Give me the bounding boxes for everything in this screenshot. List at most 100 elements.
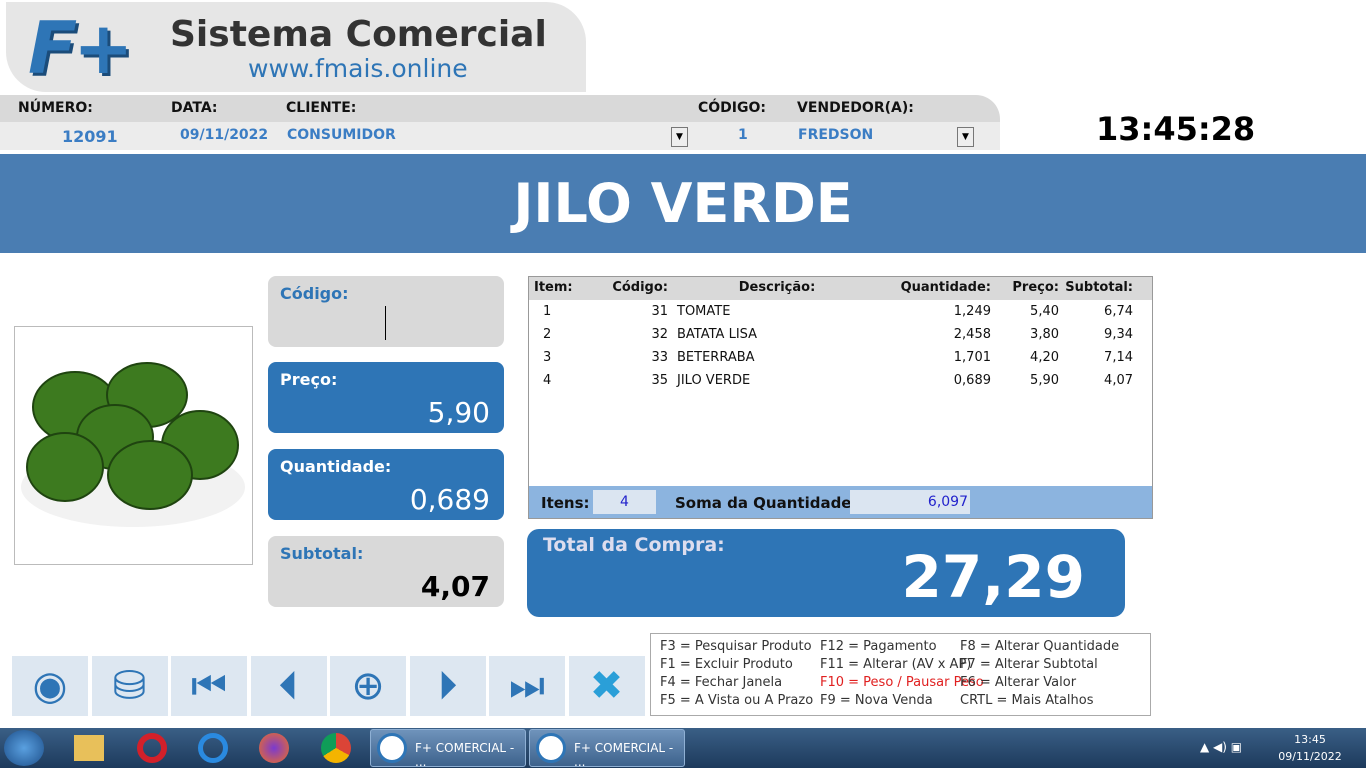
cursor	[385, 306, 386, 340]
table-cell: 1,249	[953, 304, 991, 319]
header-values-bar	[0, 122, 1000, 150]
header-label: CLIENTE:	[286, 100, 357, 116]
seller-dropdown[interactable]: ▼	[957, 127, 974, 147]
taskbar-window[interactable]: F+ COMERCIAL - ...	[370, 729, 526, 769]
product-image-frame	[14, 326, 253, 565]
logo-bg	[6, 2, 586, 92]
total-value: 27,29	[901, 543, 1085, 611]
client-dropdown[interactable]: ▼	[671, 127, 688, 147]
tray-date: 09/11/2022	[1278, 750, 1342, 763]
logo-title: Sistema Comercial	[170, 14, 547, 55]
table-cell: JILO VERDE	[677, 373, 751, 388]
table-cell: 2	[543, 327, 552, 342]
header-label: NÚMERO:	[18, 100, 93, 116]
table-cell: 2,458	[953, 327, 991, 342]
table-cell: 3	[543, 350, 552, 365]
shortcut: F9 = Nova Venda	[820, 693, 933, 708]
shortcut: F5 = A Vista ou A Prazo	[660, 693, 814, 708]
close-button[interactable]: ✖	[568, 656, 645, 716]
table-cell: 5,40	[1030, 304, 1059, 319]
window-title: F+ COMERCIAL - ...	[574, 741, 674, 769]
product-banner: JILO VERDE	[0, 154, 1366, 253]
ie-icon[interactable]	[198, 733, 228, 763]
total-label: Total da Compra:	[543, 534, 725, 556]
subtotal-panel: Subtotal: 4,07	[268, 536, 504, 607]
clock: 13:45:28	[1096, 110, 1256, 148]
shortcut: F6 = Alterar Valor	[960, 675, 1077, 690]
shortcut: F8 = Alterar Quantidade	[960, 639, 1120, 654]
table-cell: 7,14	[1104, 350, 1133, 365]
table-cell: 3,80	[1030, 327, 1059, 342]
taskbar-window[interactable]: F+ COMERCIAL - ...	[529, 729, 685, 769]
subtotal-label: Subtotal:	[280, 544, 364, 563]
items-count: 4	[593, 490, 656, 514]
code-label: Código:	[280, 284, 349, 303]
table-cell: 1	[543, 304, 552, 319]
shortcuts-box: F3 = Pesquisar Produto F1 = Excluir Produ…	[650, 633, 1151, 716]
product-image	[21, 362, 245, 527]
table-cell: 35	[651, 373, 668, 388]
shortcut: F3 = Pesquisar Produto	[660, 639, 812, 654]
table-cell: BATATA LISA	[677, 327, 758, 342]
tray-icons[interactable]: ▲ ◀) ▣	[1200, 740, 1243, 754]
table-header	[529, 277, 1152, 300]
header-value: 12091	[62, 127, 118, 146]
column-header: Preço:	[1012, 280, 1059, 295]
shortcut: F11 = Alterar (AV x AP)	[820, 657, 972, 672]
shortcut: F12 = Pagamento	[820, 639, 937, 654]
items-label: Itens:	[541, 494, 590, 512]
quantity-panel: Quantidade: 0,689	[268, 449, 504, 520]
window-icon	[377, 733, 407, 763]
table-cell: 4	[543, 373, 552, 388]
quantity-value: 0,689	[409, 483, 490, 516]
header-value: FREDSON	[798, 127, 874, 143]
column-header: Item:	[534, 280, 573, 295]
logo-url: www.fmais.online	[248, 54, 468, 83]
previous-button[interactable]: ⏴	[250, 656, 327, 716]
table-cell: 4,20	[1030, 350, 1059, 365]
price-panel: Preço: 5,90	[268, 362, 504, 433]
column-header: Quantidade:	[900, 280, 991, 295]
window-title: F+ COMERCIAL - ...	[415, 741, 515, 769]
header-value: 1	[738, 127, 748, 143]
firefox-icon[interactable]	[259, 733, 289, 763]
sum-value: 6,097	[850, 490, 970, 514]
total-panel: Total da Compra: 27,29	[527, 529, 1125, 617]
start-button[interactable]	[4, 730, 44, 766]
code-panel[interactable]: Código:	[268, 276, 504, 347]
quantity-label: Quantidade:	[280, 457, 392, 476]
table-cell: TOMATE	[677, 304, 731, 319]
header-value: CONSUMIDOR	[287, 127, 396, 143]
price-label: Preço:	[280, 370, 338, 389]
subtotal-value: 4,07	[420, 570, 490, 603]
column-header: Descrição:	[738, 280, 816, 295]
last-button[interactable]: ⏭	[489, 656, 565, 716]
header-label: DATA:	[171, 100, 218, 116]
shortcut: F1 = Excluir Produto	[660, 657, 793, 672]
opera-icon[interactable]	[137, 733, 167, 763]
items-table: Item: Código: Descrição: Quantidade: Preço: S…	[528, 276, 1153, 519]
price-value: 5,90	[427, 396, 490, 429]
tray-time: 13:45	[1294, 733, 1326, 746]
logo-mark: F+	[28, 6, 133, 90]
table-cell: 32	[651, 327, 668, 342]
table-cell: 5,90	[1030, 373, 1059, 388]
record-button[interactable]: ◉	[12, 656, 88, 716]
column-header: Código:	[612, 280, 668, 295]
sum-label: Soma da Quantidade:	[675, 494, 858, 512]
shortcut: CRTL = Mais Atalhos	[960, 693, 1094, 708]
table-cell: 9,34	[1104, 327, 1133, 342]
delete-db-button[interactable]: ⛁	[91, 656, 168, 716]
explorer-icon[interactable]	[74, 735, 104, 761]
shortcut: F4 = Fechar Janela	[660, 675, 783, 690]
next-button[interactable]: ⏵	[409, 656, 486, 716]
chrome-icon[interactable]	[321, 733, 351, 763]
table-cell: 6,74	[1104, 304, 1133, 319]
shortcut: F7 = Alterar Subtotal	[960, 657, 1098, 672]
add-cart-button[interactable]: ⊕	[330, 656, 406, 716]
first-button[interactable]: ⏮	[171, 656, 247, 716]
window-icon	[536, 733, 566, 763]
header-value: 09/11/2022	[180, 127, 269, 143]
